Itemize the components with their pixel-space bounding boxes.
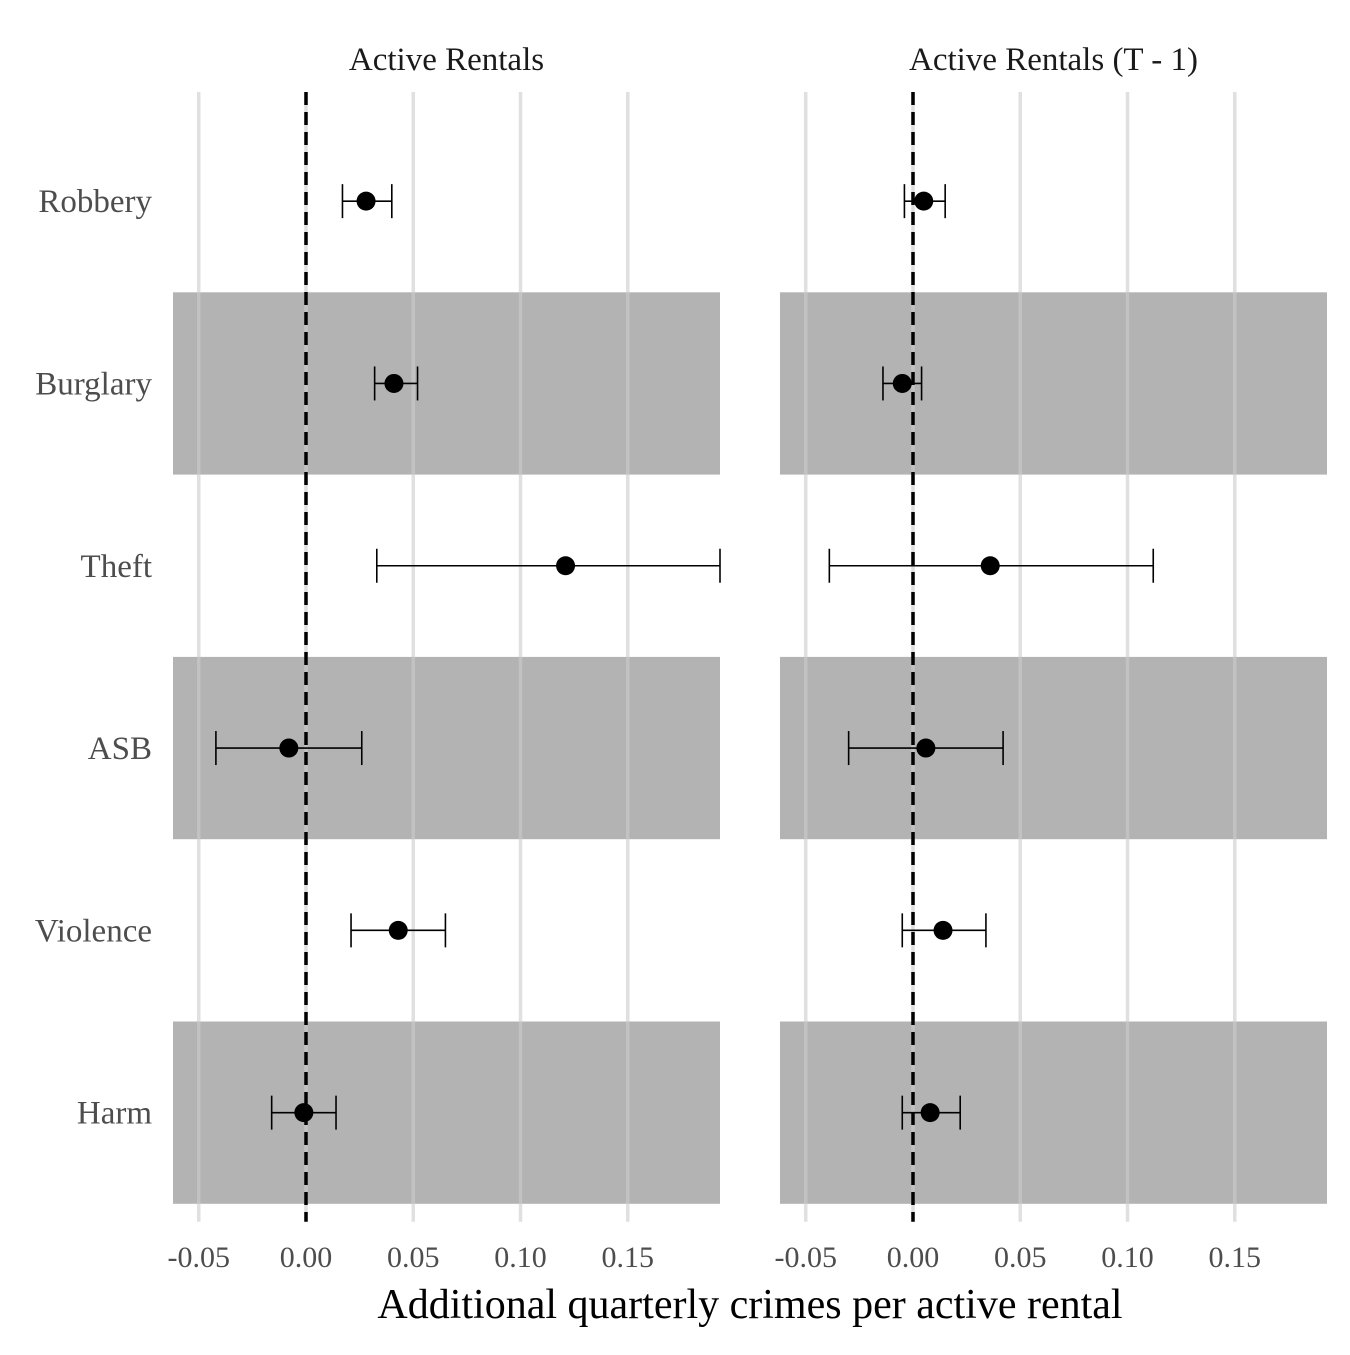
facet-panel-active-rentals-lag: Active Rentals (T - 1) -0.05 0.00 0.05 0.10 0… bbox=[774, 42, 1327, 1274]
point-estimate-burglary bbox=[384, 373, 404, 393]
x-tick-label: 0.00 bbox=[280, 1241, 333, 1274]
row-band-burglary bbox=[173, 292, 720, 475]
point-estimate-violence bbox=[388, 920, 408, 940]
point-estimate-violence bbox=[933, 920, 953, 940]
point-estimate-robbery bbox=[914, 191, 934, 211]
x-tick-label: 0.15 bbox=[1209, 1241, 1262, 1274]
point-estimate-harm bbox=[920, 1103, 940, 1123]
x-tick-label: 0.10 bbox=[494, 1241, 547, 1274]
x-tick-label: 0.05 bbox=[994, 1241, 1047, 1274]
category-label-harm: Harm bbox=[77, 1096, 152, 1132]
point-estimate-burglary bbox=[892, 373, 912, 393]
point-estimate-harm bbox=[294, 1103, 314, 1123]
x-tick-label: -0.05 bbox=[774, 1241, 837, 1274]
point-estimate-asb bbox=[279, 738, 299, 758]
facet-panel-active-rentals: Active Rentals -0.05 0.00 0.05 0.10 0.15 bbox=[167, 42, 721, 1274]
category-label-theft: Theft bbox=[81, 549, 152, 585]
point-estimate-theft bbox=[980, 556, 1000, 576]
x-axis-title: Additional quarterly crimes per active r… bbox=[377, 1282, 1122, 1328]
category-label-asb: ASB bbox=[88, 731, 152, 767]
x-tick-label: 0.00 bbox=[887, 1241, 940, 1274]
category-labels: Robbery Burglary Theft ASB Violence Harm bbox=[35, 184, 153, 1132]
row-band-burglary bbox=[780, 292, 1327, 475]
facet-title: Active Rentals bbox=[349, 42, 544, 78]
point-estimate-theft bbox=[556, 556, 576, 576]
point-estimate-asb bbox=[916, 738, 936, 758]
category-label-robbery: Robbery bbox=[38, 184, 152, 220]
x-tick-label: 0.10 bbox=[1101, 1241, 1154, 1274]
category-label-burglary: Burglary bbox=[35, 366, 152, 402]
facet-title: Active Rentals (T - 1) bbox=[909, 42, 1198, 78]
x-tick-label: 0.05 bbox=[387, 1241, 440, 1274]
x-tick-label: 0.15 bbox=[602, 1241, 655, 1274]
row-band-harm bbox=[780, 1021, 1327, 1204]
point-estimate-robbery bbox=[356, 191, 376, 211]
x-tick-label: -0.05 bbox=[167, 1241, 230, 1274]
row-band-harm bbox=[173, 1021, 720, 1204]
category-label-violence: Violence bbox=[35, 913, 152, 949]
